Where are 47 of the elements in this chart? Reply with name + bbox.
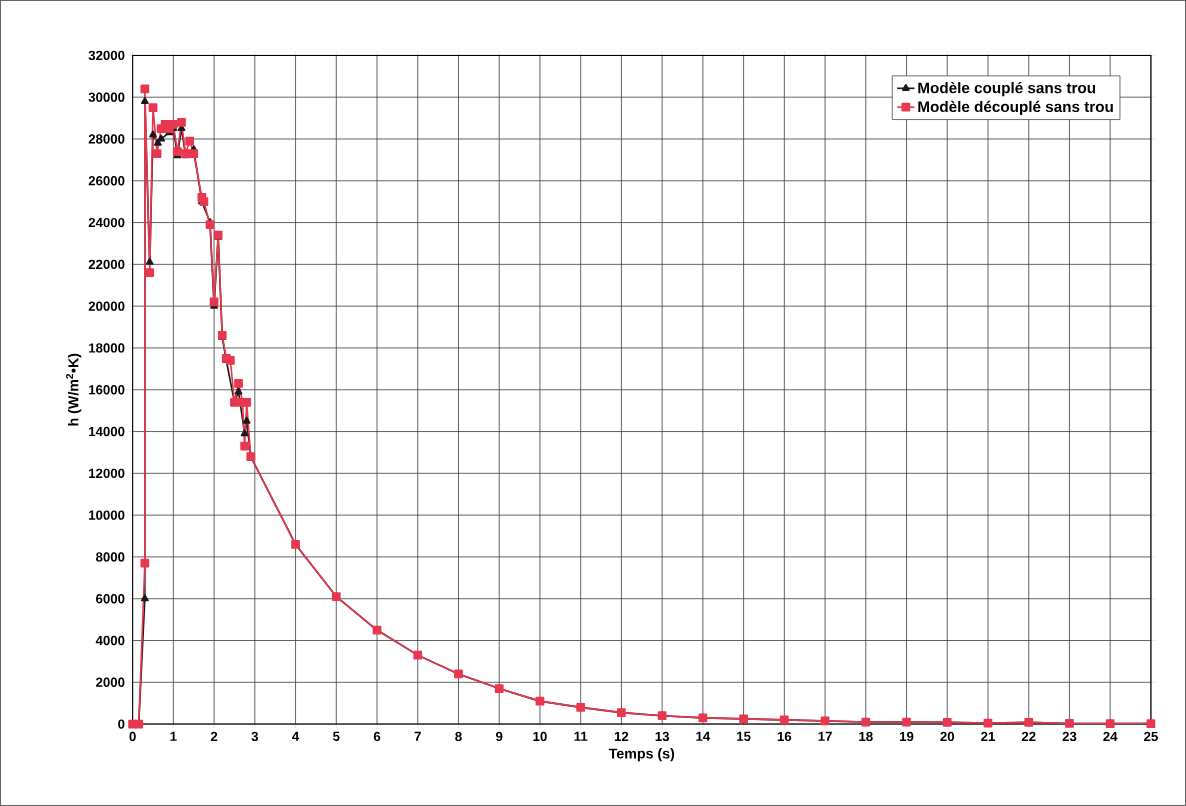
x-tick-label: 11 <box>574 731 588 741</box>
y-tick-label: 6000 <box>96 594 125 604</box>
x-tick-label: 5 <box>333 731 340 742</box>
y-tick-label: 20000 <box>88 301 125 311</box>
y-tick-label: 0 <box>118 719 125 729</box>
x-tick-label: 25 <box>1144 731 1158 742</box>
x-tick-label: 23 <box>1062 731 1077 742</box>
x-tick-label: 2 <box>210 731 218 742</box>
x-tick-label: 20 <box>940 731 955 742</box>
x-tick-label: 1 <box>170 731 177 741</box>
x-tick-label: 12 <box>614 731 629 742</box>
x-tick-label: 10 <box>533 731 547 742</box>
x-tick-label: 19 <box>900 731 914 742</box>
y-tick-label: 28000 <box>88 134 125 144</box>
x-tick-label: 13 <box>655 731 669 742</box>
x-tick-label: 14 <box>696 731 711 741</box>
x-tick-label: 8 <box>455 731 462 742</box>
x-tick-label: 9 <box>496 731 503 742</box>
y-tick-label: 10000 <box>89 510 125 520</box>
y-tick-label: 2000 <box>96 677 125 688</box>
legend-label: Modèle découplé sans trou <box>918 100 1113 116</box>
x-tick-label: 17 <box>818 731 832 741</box>
x-tick-label: 15 <box>737 731 751 742</box>
x-tick-label: 24 <box>1103 731 1118 742</box>
x-tick-label: 22 <box>1021 731 1036 742</box>
x-tick-label: 3 <box>251 731 259 742</box>
y-tick-label: 32000 <box>88 50 125 61</box>
x-tick-label: 18 <box>859 731 873 742</box>
y-tick-label: 24000 <box>88 217 125 228</box>
y-tick-label: 4000 <box>95 635 125 646</box>
y-tick-label: 22000 <box>88 259 125 270</box>
y-tick-label: 14000 <box>89 426 125 437</box>
y-tick-label: 8000 <box>96 552 125 562</box>
x-tick-label: 16 <box>777 731 792 742</box>
x-tick-label: 0 <box>129 731 136 742</box>
x-tick-label: 21 <box>981 731 995 742</box>
x-tick-label: 7 <box>414 731 421 741</box>
y-axis-title: h (W/m$^{2}$•K) <box>66 353 82 426</box>
y-tick-label: 18000 <box>89 343 125 353</box>
x-axis-title: Temps (s) <box>608 748 675 762</box>
x-tick-label: 4 <box>292 731 300 741</box>
y-tick-label: 30000 <box>88 92 125 102</box>
legend-label: Modèle couplé sans trou <box>918 82 1096 97</box>
y-tick-label: 16000 <box>89 385 125 395</box>
y-tick-label: 26000 <box>88 176 125 186</box>
y-tick-label: 12000 <box>89 468 125 479</box>
x-tick-label: 6 <box>373 731 381 742</box>
